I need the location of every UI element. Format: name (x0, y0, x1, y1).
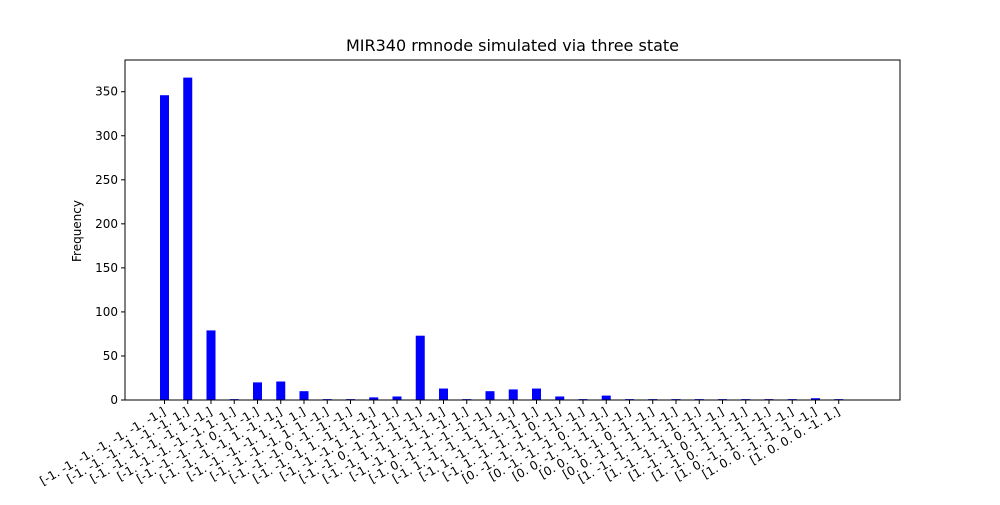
chart-title: MIR340 rmnode simulated via three state (346, 36, 679, 55)
bar (601, 395, 611, 400)
bar (160, 95, 169, 400)
y-ticks-layer: 0 50 100 150 200 250 300 350 (95, 85, 125, 407)
bar (532, 388, 541, 400)
bar (415, 335, 425, 400)
y-tick-label: 300 (95, 129, 118, 143)
bar (276, 381, 286, 400)
y-axis-label: Frequency (70, 200, 84, 262)
y-tick-label: 100 (95, 305, 118, 319)
bar (485, 391, 495, 400)
bar (183, 77, 193, 401)
plot-frame (124, 59, 901, 401)
y-tick-label: 250 (95, 173, 118, 187)
bar (299, 391, 309, 400)
y-tick-label: 150 (95, 261, 118, 275)
bar (392, 396, 402, 400)
x-ticks-layer: [-1. -1. -1. -1. -1. -1. -1.][-1. -1. -1… (37, 400, 842, 488)
y-tick-label: 350 (95, 85, 118, 99)
bar (508, 389, 518, 400)
y-tick-label: 200 (95, 217, 118, 231)
bar (369, 397, 379, 400)
y-tick-label: 50 (103, 349, 118, 363)
bar (253, 382, 262, 400)
bar (439, 388, 448, 400)
bar (206, 330, 216, 400)
bar (811, 398, 820, 400)
bar (555, 396, 565, 400)
y-tick-label: 0 (110, 393, 118, 407)
bars-layer (160, 77, 844, 401)
